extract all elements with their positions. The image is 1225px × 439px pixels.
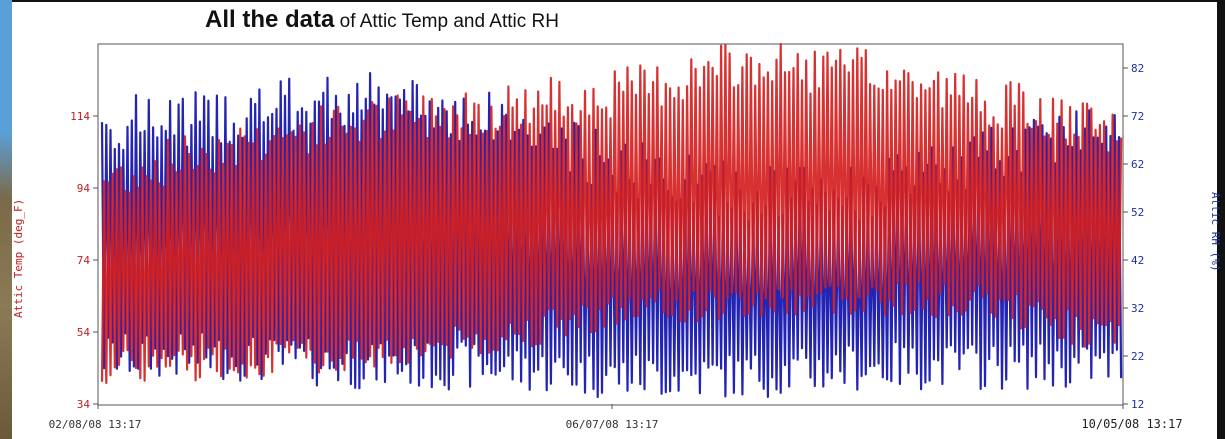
right-tick-label: 72	[1131, 110, 1144, 123]
plot-area-border	[97, 43, 1124, 406]
left-tick-label: 94	[77, 182, 91, 195]
x-tick-label: 06/07/08 13:17	[566, 418, 659, 431]
right-tick-label: 32	[1131, 302, 1144, 315]
background-strip	[0, 0, 12, 439]
right-tick-label: 52	[1131, 206, 1144, 219]
left-tick-label: 74	[77, 254, 91, 267]
x-tick-label: 02/08/08 13:17	[49, 418, 142, 431]
right-tick-label: 12	[1131, 398, 1144, 411]
left-tick-label: 34	[77, 398, 91, 411]
right-tick-label: 42	[1131, 254, 1144, 267]
chart-title-bold: All the data	[205, 6, 335, 33]
chart-title-rest: of Attic Temp and Attic RH	[334, 11, 559, 32]
left-tick-label: 54	[77, 326, 91, 339]
right-tick-label: 82	[1131, 62, 1144, 75]
left-axis-label: Attic Temp (deg_F)	[12, 199, 25, 318]
chart-title: All the data of Attic Temp and Attic RH	[205, 4, 559, 36]
x-tick-label: 10/05/08 13:17	[1081, 417, 1182, 431]
right-tick-label: 62	[1131, 158, 1144, 171]
right-axis-label: Attic RH (%)	[1209, 192, 1222, 271]
right-tick-label: 22	[1131, 350, 1144, 363]
series-line-attic-temp	[100, 43, 1123, 384]
left-tick-label: 114	[70, 110, 90, 123]
